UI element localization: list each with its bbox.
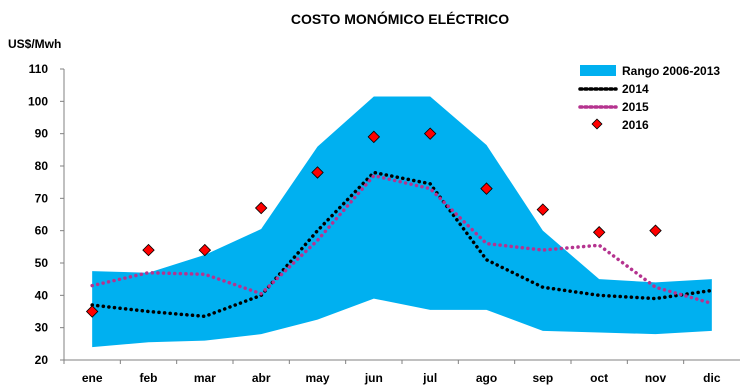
x-tick-label: oct <box>590 371 608 385</box>
series-2016-marker <box>536 203 550 216</box>
legend-2015-label: 2015 <box>622 100 649 114</box>
y-tick-label: 100 <box>28 94 48 108</box>
x-tick-label: ene <box>82 371 103 385</box>
y-tick-label: 110 <box>29 62 49 76</box>
x-tick-label: jun <box>364 371 383 385</box>
series-2016-marker <box>85 305 99 318</box>
legend: Rango 2006-2013 2014 2015 2016 <box>578 64 720 132</box>
series-2016-marker <box>311 166 324 179</box>
series-2016-marker <box>649 224 662 237</box>
x-tick-label: ago <box>476 371 497 385</box>
x-tick-label: jul <box>422 371 437 385</box>
legend-range-label: Rango 2006-2013 <box>622 64 720 78</box>
x-tick-label: feb <box>140 371 158 385</box>
series-2016-marker <box>480 182 493 195</box>
x-tick-label: dic <box>703 371 721 385</box>
y-tick-label: 60 <box>35 224 49 238</box>
x-tick-label: nov <box>645 371 667 385</box>
plot-area: 20 30 40 50 60 70 80 90 100 110 ene feb mar abr may ju… <box>28 62 740 385</box>
series-2016-markers <box>85 127 662 318</box>
y-tick-label: 50 <box>35 256 49 270</box>
y-tick-label: 40 <box>35 288 49 302</box>
y-tick-label: 80 <box>35 159 49 173</box>
range-area <box>92 96 712 348</box>
y-ticks: 20 30 40 50 60 70 80 90 100 110 <box>28 62 64 367</box>
chart-title: COSTO MONÓMICO ELÉCTRICO <box>291 10 509 27</box>
legend-2016-swatch <box>591 118 603 130</box>
y-tick-label: 70 <box>35 191 49 205</box>
series-2016-marker <box>423 127 437 140</box>
y-tick-label: 20 <box>35 353 49 367</box>
series-2016-marker <box>142 243 155 257</box>
y-tick-label: 90 <box>35 127 49 141</box>
y-tick-label: 30 <box>35 321 49 335</box>
series-2016-marker <box>254 201 268 215</box>
legend-2016-label: 2016 <box>622 118 649 132</box>
x-tick-label: sep <box>532 371 553 385</box>
series-2016-marker <box>367 130 381 144</box>
x-tick-label: abr <box>252 371 271 385</box>
series-2016-marker <box>198 243 212 257</box>
legend-2014-label: 2014 <box>622 82 649 96</box>
series-2015-line <box>90 173 714 306</box>
x-tick-label: mar <box>194 371 216 385</box>
series-2014-line <box>90 170 714 319</box>
legend-range-swatch <box>580 65 616 76</box>
series-2016-marker <box>592 226 606 239</box>
x-tick-label: may <box>305 371 329 385</box>
x-ticks: ene feb mar abr may jun jul ago sep oct nov dic <box>63 360 721 385</box>
y-axis-label: US$/Mwh <box>8 37 61 51</box>
